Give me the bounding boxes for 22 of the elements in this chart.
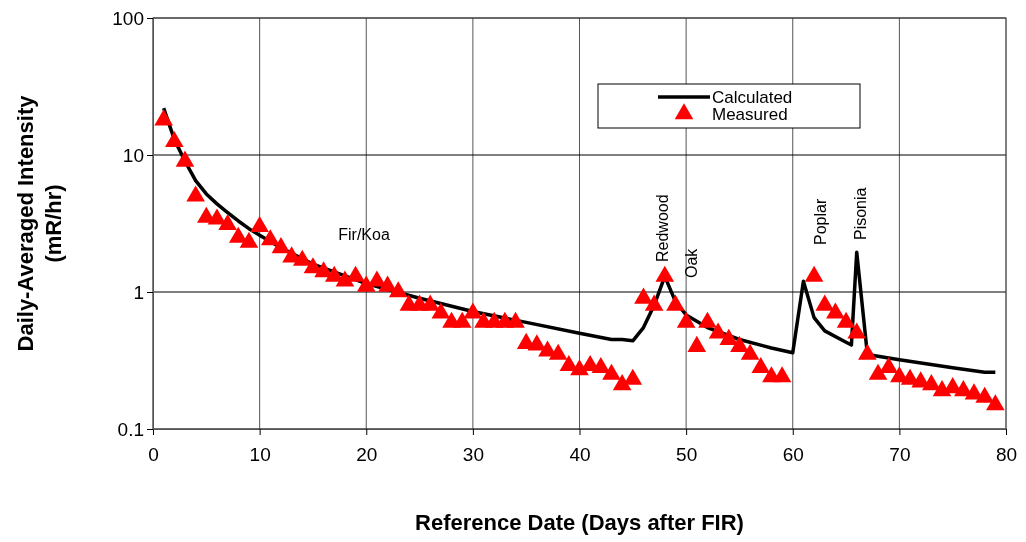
x-tick-label: 40: [569, 443, 591, 465]
x-tick-label: 10: [249, 443, 271, 465]
x-axis-title: Reference Date (Days after FIR): [415, 510, 744, 535]
annotation: Poplar: [812, 198, 829, 245]
x-tick-label: 60: [782, 443, 804, 465]
annotation: Fir/Koa: [338, 226, 390, 243]
legend-label: Measured: [712, 105, 788, 124]
y-axis-title: Daily-Averaged Intensity (mR/hr): [13, 94, 66, 352]
x-tick-label: 20: [356, 443, 378, 465]
y-tick-label: 0.1: [117, 418, 144, 440]
annotation: Redwood: [654, 194, 671, 262]
x-tick-label: 30: [462, 443, 484, 465]
annotation: Oak: [683, 247, 700, 278]
x-tick-label: 0: [148, 443, 159, 465]
x-tick-label: 50: [676, 443, 698, 465]
x-tick-label: 80: [995, 443, 1018, 465]
legend-label: Calculated: [712, 88, 793, 107]
y-tick-label: 10: [122, 144, 144, 166]
y-tick-label: 100: [112, 7, 144, 29]
annotation: Pisonia: [852, 187, 869, 240]
y-tick-label: 1: [133, 281, 144, 303]
x-tick-label: 70: [889, 443, 911, 465]
